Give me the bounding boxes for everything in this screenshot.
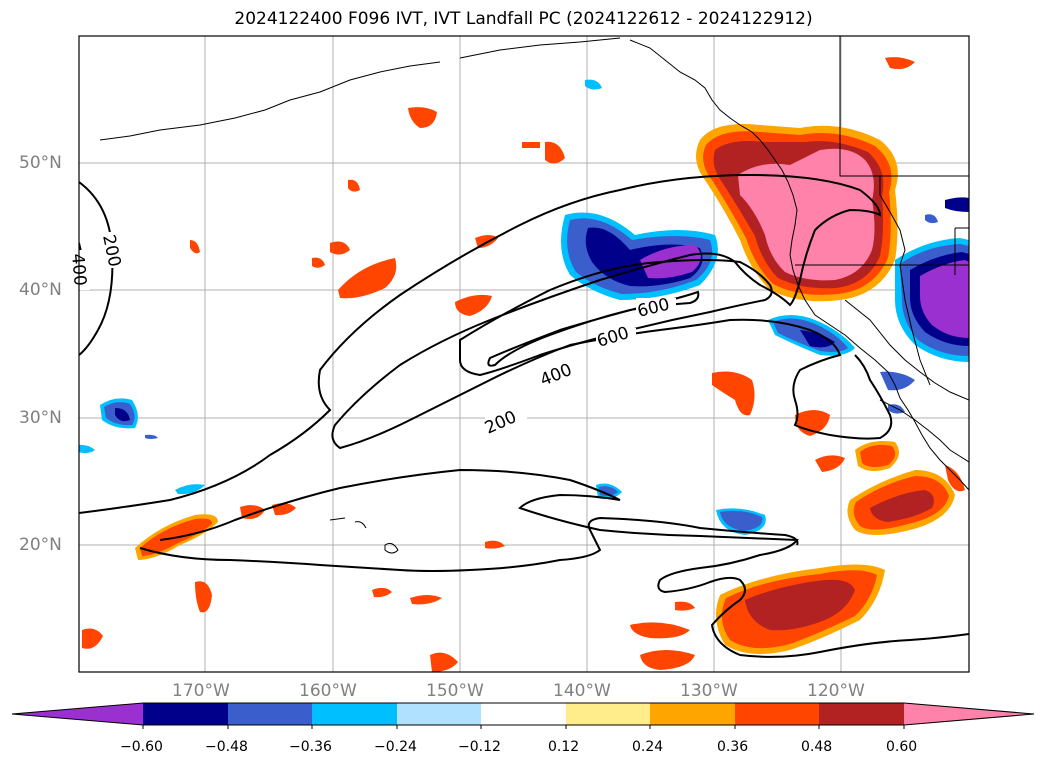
colorbar-tick-label: 0.60 [886,739,918,755]
negative-pc-shading [79,79,969,535]
contour-label-400-left: 400 [67,253,90,287]
lon-label-130w: 130°W [680,681,738,701]
lon-label-140w: 140°W [553,681,611,701]
coastlines [99,36,969,554]
colorbar-tick-label: 0.24 [632,739,664,755]
colorbar-extend-min [12,703,143,725]
colorbar-extend-max [904,703,1034,725]
lon-label-120w: 120°W [807,681,865,701]
lon-label-160w: 160°W [299,681,357,701]
colorbar-tick-label: 0.36 [717,739,749,755]
map-frame [78,35,970,673]
lat-label-40n: 40°N [19,280,62,300]
lon-label-150w: 150°W [426,681,484,701]
colorbar [11,702,1035,729]
colorbar-tick-label: −0.24 [374,739,417,755]
lat-label-50n: 50°N [19,153,62,173]
colorbar-tick-label: 0.48 [801,739,833,755]
colorbar-tick-label: −0.60 [120,739,163,755]
lat-label-20n: 20°N [19,535,62,555]
ivt-contours [79,173,969,658]
map-title: 2024122400 F096 IVT, IVT Landfall PC (20… [234,9,813,29]
map-panel: 200 400 600 600 400 200 [67,35,970,673]
colorbar-tick-label: 0.12 [548,739,580,755]
lat-label-30n: 30°N [19,408,62,428]
colorbar-tick-label: −0.12 [458,739,501,755]
lon-label-170w: 170°W [172,681,230,701]
colorbar-tick-label: −0.48 [205,739,248,755]
colorbar-tick-label: −0.36 [289,739,332,755]
